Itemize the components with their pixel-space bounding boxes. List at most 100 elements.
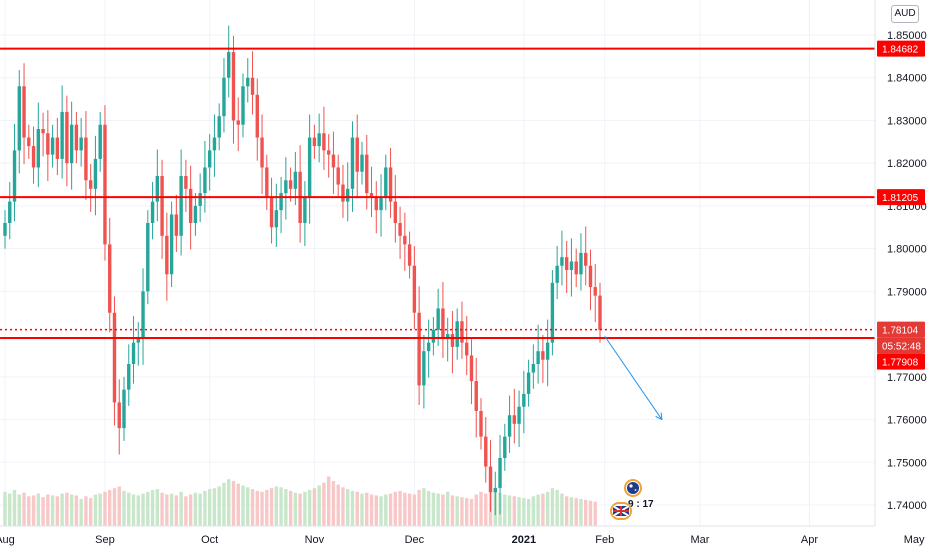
candle-body [3,223,7,236]
candle-body [365,154,369,194]
candle-body [431,329,436,343]
candle-body [531,364,536,373]
price-axis: 1.850001.840001.830001.820001.810001.800… [887,30,927,512]
volume-bar [122,490,126,526]
volume-bar [431,492,436,526]
volume-bar [545,491,550,526]
volume-bar [117,486,121,526]
volume-bar [193,492,198,526]
candle-body [588,265,593,288]
volume-bar [388,493,393,526]
candle-body [217,116,221,138]
volume-bar [8,493,12,526]
candle-body [98,124,102,159]
y-tick-label: 1.79000 [887,286,927,298]
candle-body [179,176,183,236]
last-price-tag: 1.78104 [882,326,919,337]
candle-body [207,150,212,168]
volume-bar [17,494,21,526]
x-tick-label: Aug [0,534,15,546]
volume-bar [88,498,93,526]
candle-body [93,158,98,189]
currency-button[interactable]: AUD [891,5,919,23]
candle-body [155,176,160,202]
volume-bar [169,493,174,526]
volume-bar [179,491,183,526]
candle-body [574,261,578,275]
chart-grid [0,0,875,526]
candle-body [17,86,21,151]
volume-bar [217,486,221,526]
volume-bar [312,488,317,526]
candle-body [303,197,307,223]
arrow-line [604,335,663,420]
candle-body [564,257,569,270]
volume-bar [512,496,517,526]
volume-bar [31,495,36,526]
volume-bar [12,490,17,526]
candle-body [184,176,188,189]
candle-body [131,342,136,364]
last-price-tag-bg [877,321,925,338]
candle-body [331,154,336,168]
candle-body [474,381,478,411]
candle-body [469,355,474,382]
candle-body [465,342,469,356]
volume-bar [555,490,559,526]
candle-body [22,86,26,138]
flag-gb-icon[interactable] [610,502,632,520]
volume-bar [260,491,264,526]
volume-bar [579,499,583,526]
flag-au-icon[interactable] [624,479,642,497]
volume-bar [560,493,564,526]
candle-body [50,137,55,155]
volume-bar [150,490,155,526]
y-tick-label: 1.77000 [887,372,927,384]
volume-bar [79,499,83,526]
countdown-tag-bg [877,337,925,354]
candle-body [265,167,269,198]
y-tick-label: 1.85000 [887,30,927,42]
projection-arrow [604,335,663,421]
volume-bar [593,501,597,526]
volume-bar [460,497,464,526]
volume-bar [165,494,169,526]
candle-body [127,364,131,390]
candle-body [526,372,531,394]
candle-body [422,351,426,386]
candle-body [555,265,559,283]
candle-body [479,411,483,437]
candle-body [374,197,378,211]
y-tick-label: 1.83000 [887,115,927,127]
candle-body [8,201,12,223]
volume-bar [112,488,117,526]
candle-body [312,137,317,147]
candle-body [317,133,321,147]
volume-bar [417,490,421,526]
candle-body [222,77,226,117]
candle-body [369,193,374,198]
candle-body [598,295,602,330]
candlestick-series [3,25,602,516]
volume-bar [84,496,88,526]
candle-body [274,210,279,228]
volume-bar [50,495,55,526]
volume-bar [279,487,283,526]
candle-body [498,458,502,488]
candle-body [460,321,464,343]
candle-body [584,252,588,266]
level-price-tag-bg [877,189,925,206]
volume-bar [141,493,145,526]
candle-body [441,308,445,339]
volume-bar [569,497,574,526]
candle-body [384,167,388,198]
volume-bar [369,494,374,526]
candle-body [193,205,198,223]
candle-body [293,171,298,189]
candle-body [250,77,255,95]
volume-bar [146,491,150,526]
candle-body [31,146,36,168]
candle-body [84,137,88,181]
candle-body [579,252,583,275]
